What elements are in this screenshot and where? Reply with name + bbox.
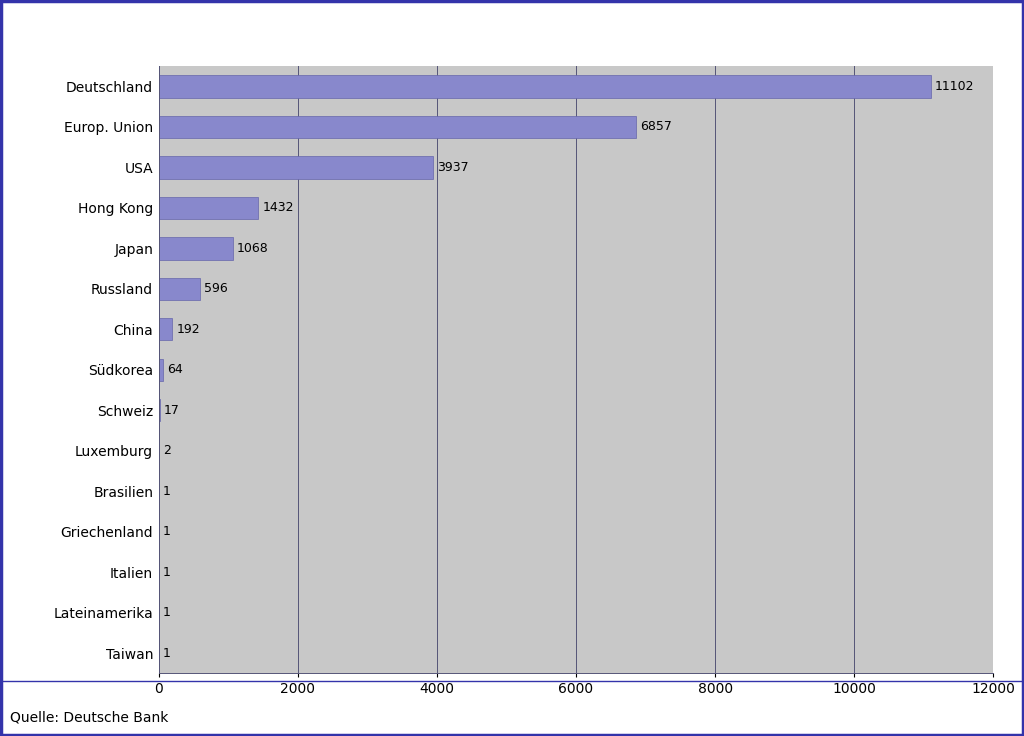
Text: 3937: 3937: [436, 161, 468, 174]
Text: 192: 192: [176, 323, 200, 336]
Text: Grafik 3: Anzahl der Discount-Zertifikate mit Basiswerten im Indexbereich (Anzah: Grafik 3: Anzahl der Discount-Zertifikat…: [10, 18, 853, 36]
Text: 6857: 6857: [640, 121, 672, 133]
Text: 1: 1: [163, 606, 171, 619]
Text: 1: 1: [163, 647, 171, 659]
Text: 596: 596: [205, 283, 228, 295]
Text: 1: 1: [163, 526, 171, 538]
Bar: [159, 358, 163, 381]
Bar: [159, 237, 233, 260]
Bar: [159, 156, 432, 179]
Text: 17: 17: [164, 404, 180, 417]
Bar: [159, 277, 200, 300]
Text: 1: 1: [163, 566, 171, 578]
Bar: [159, 75, 931, 98]
Text: 2: 2: [163, 445, 171, 457]
Text: 1068: 1068: [238, 242, 269, 255]
Bar: [159, 197, 258, 219]
Bar: [159, 318, 172, 341]
Text: 64: 64: [167, 364, 183, 376]
Text: 1: 1: [163, 485, 171, 498]
Bar: [159, 399, 160, 422]
Bar: [159, 116, 636, 138]
Text: Quelle: Deutsche Bank: Quelle: Deutsche Bank: [10, 711, 169, 725]
Text: 11102: 11102: [935, 80, 975, 93]
Text: 1432: 1432: [262, 202, 294, 214]
